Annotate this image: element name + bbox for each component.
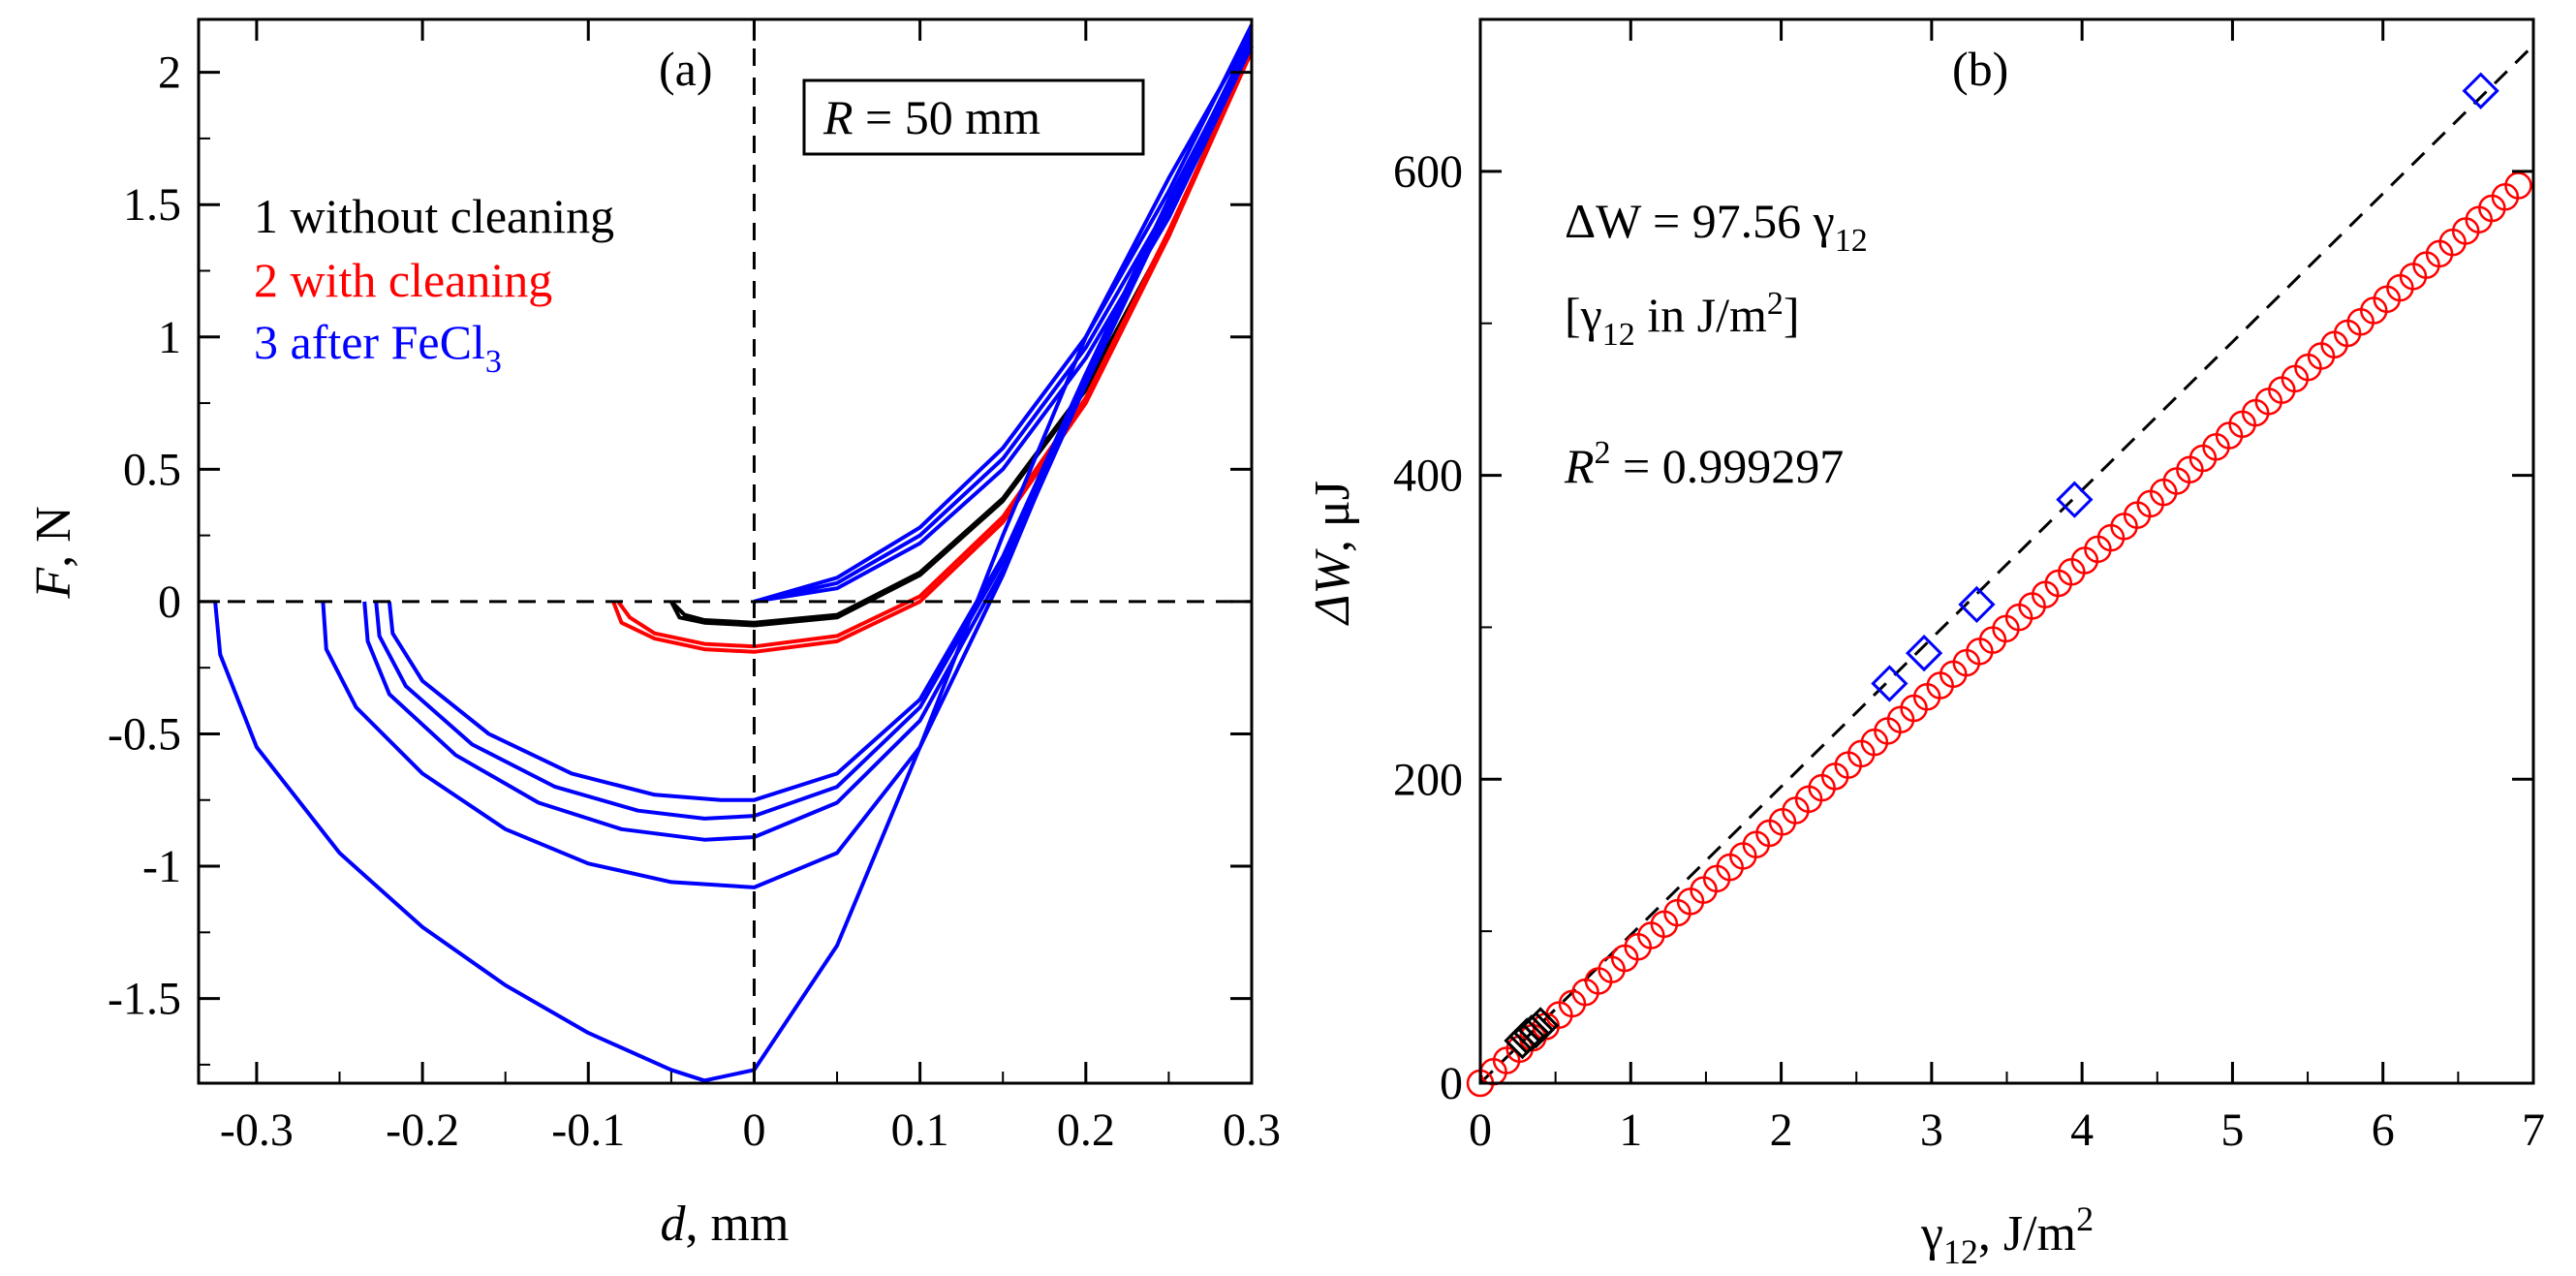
x-tick-label: 3 — [1920, 1105, 1943, 1156]
panel-b: 0 1 2 3 4 5 6 7 0 200 400 600 (b) ΔW = 97.56 γ12 [γ… — [1305, 17, 2545, 1271]
red-circle-point — [2504, 171, 2532, 200]
x-tick-label: 1 — [1619, 1105, 1642, 1156]
x-tick-label: 6 — [2372, 1105, 2395, 1156]
x-tick-label: 2 — [1770, 1105, 1793, 1156]
x-tick-label: 5 — [2220, 1105, 2244, 1156]
panel-a: -0.3 -0.2 -0.1 0 0.1 0.2 0.3 -1.5 -1 -0.5 0 0.5 1 1.5… — [26, 17, 1281, 1252]
y-tick-label: -0.5 — [108, 708, 181, 760]
x-tick-label: 0.3 — [1223, 1105, 1281, 1156]
y-tick-label: -1 — [142, 841, 181, 892]
panel-a-y-axis-title: F, N — [26, 506, 81, 599]
panel-b-fit-line — [1478, 44, 2535, 1085]
y-tick-label: 0 — [158, 576, 181, 628]
x-tick-label: 0 — [1469, 1105, 1492, 1156]
x-tick-label: 0.1 — [891, 1105, 949, 1156]
x-tick-label: 0.2 — [1057, 1105, 1115, 1156]
x-tick-label: -0.2 — [386, 1105, 459, 1156]
blue-diamond-point — [1871, 665, 1909, 702]
x-tick-label: 0 — [742, 1105, 765, 1156]
radius-box — [802, 78, 1145, 156]
blue-diamond-point — [2462, 72, 2499, 109]
blue-diamond-point — [1958, 585, 1996, 624]
curve-11 — [374, 42, 1254, 821]
black-diamond-point — [1521, 1007, 1560, 1044]
panel-a-series-group — [213, 23, 1254, 1083]
curve-5 — [754, 45, 1254, 604]
panel-a-label: (a) — [659, 42, 713, 96]
fit-equation: ΔW = 97.56 γ12 — [1565, 194, 1868, 259]
curve-12 — [387, 39, 1254, 802]
legend-item-1: 1 without cleaning — [254, 189, 614, 243]
x-tick-label: -0.3 — [220, 1105, 294, 1156]
y-tick-label: 400 — [1393, 451, 1463, 502]
curve-8 — [213, 31, 1254, 1083]
panel-a-x-axis-title: d, mm — [661, 1197, 790, 1252]
panel-b-diamond-markers — [1504, 72, 2499, 1060]
panel-b-frame — [1478, 17, 2535, 1085]
radius-label: R = 50 mm — [822, 90, 1040, 144]
y-tick-label: 0 — [1440, 1058, 1463, 1109]
panel-b-label: (b) — [1952, 42, 2008, 96]
curve-3 — [611, 49, 1254, 654]
x-tick-label: 7 — [2522, 1105, 2545, 1156]
curve-10 — [362, 45, 1254, 842]
panel-b-ticks: 0 1 2 3 4 5 6 7 0 200 400 600 — [1393, 19, 2545, 1156]
y-tick-label: 200 — [1393, 754, 1463, 805]
panel-b-red-circles — [1466, 171, 2532, 1098]
blue-diamond-point — [1905, 634, 1943, 672]
curve-4 — [616, 49, 1254, 649]
y-tick-label: 600 — [1393, 146, 1463, 198]
x-tick-label: -0.1 — [551, 1105, 625, 1156]
panel-a-ticks: -0.3 -0.2 -0.1 0 0.1 0.2 0.3 -1.5 -1 -0.5 0 0.5 1 1.5… — [108, 19, 1281, 1156]
r-squared: R2 = 0.999297 — [1564, 435, 1844, 493]
curve-7 — [753, 23, 1254, 604]
panel-b-y-axis-title: ΔW, μJ — [1305, 481, 1360, 626]
y-tick-label: 0.5 — [123, 444, 181, 495]
panel-b-x-axis-title: γ12, J/m2 — [1920, 1199, 2094, 1271]
blue-diamond-point — [2056, 481, 2094, 518]
panel-a-frame — [197, 17, 1254, 1085]
units-note: [γ12 in J/m2] — [1565, 286, 1800, 353]
legend-item-2: 2 with cleaning — [254, 253, 552, 307]
x-tick-label: 4 — [2070, 1105, 2094, 1156]
y-tick-label: 2 — [158, 47, 181, 99]
y-tick-label: -1.5 — [108, 974, 181, 1025]
y-tick-label: 1 — [158, 312, 181, 363]
legend-item-3: 3 after FeCl3 — [254, 315, 502, 380]
y-tick-label: 1.5 — [123, 179, 181, 231]
